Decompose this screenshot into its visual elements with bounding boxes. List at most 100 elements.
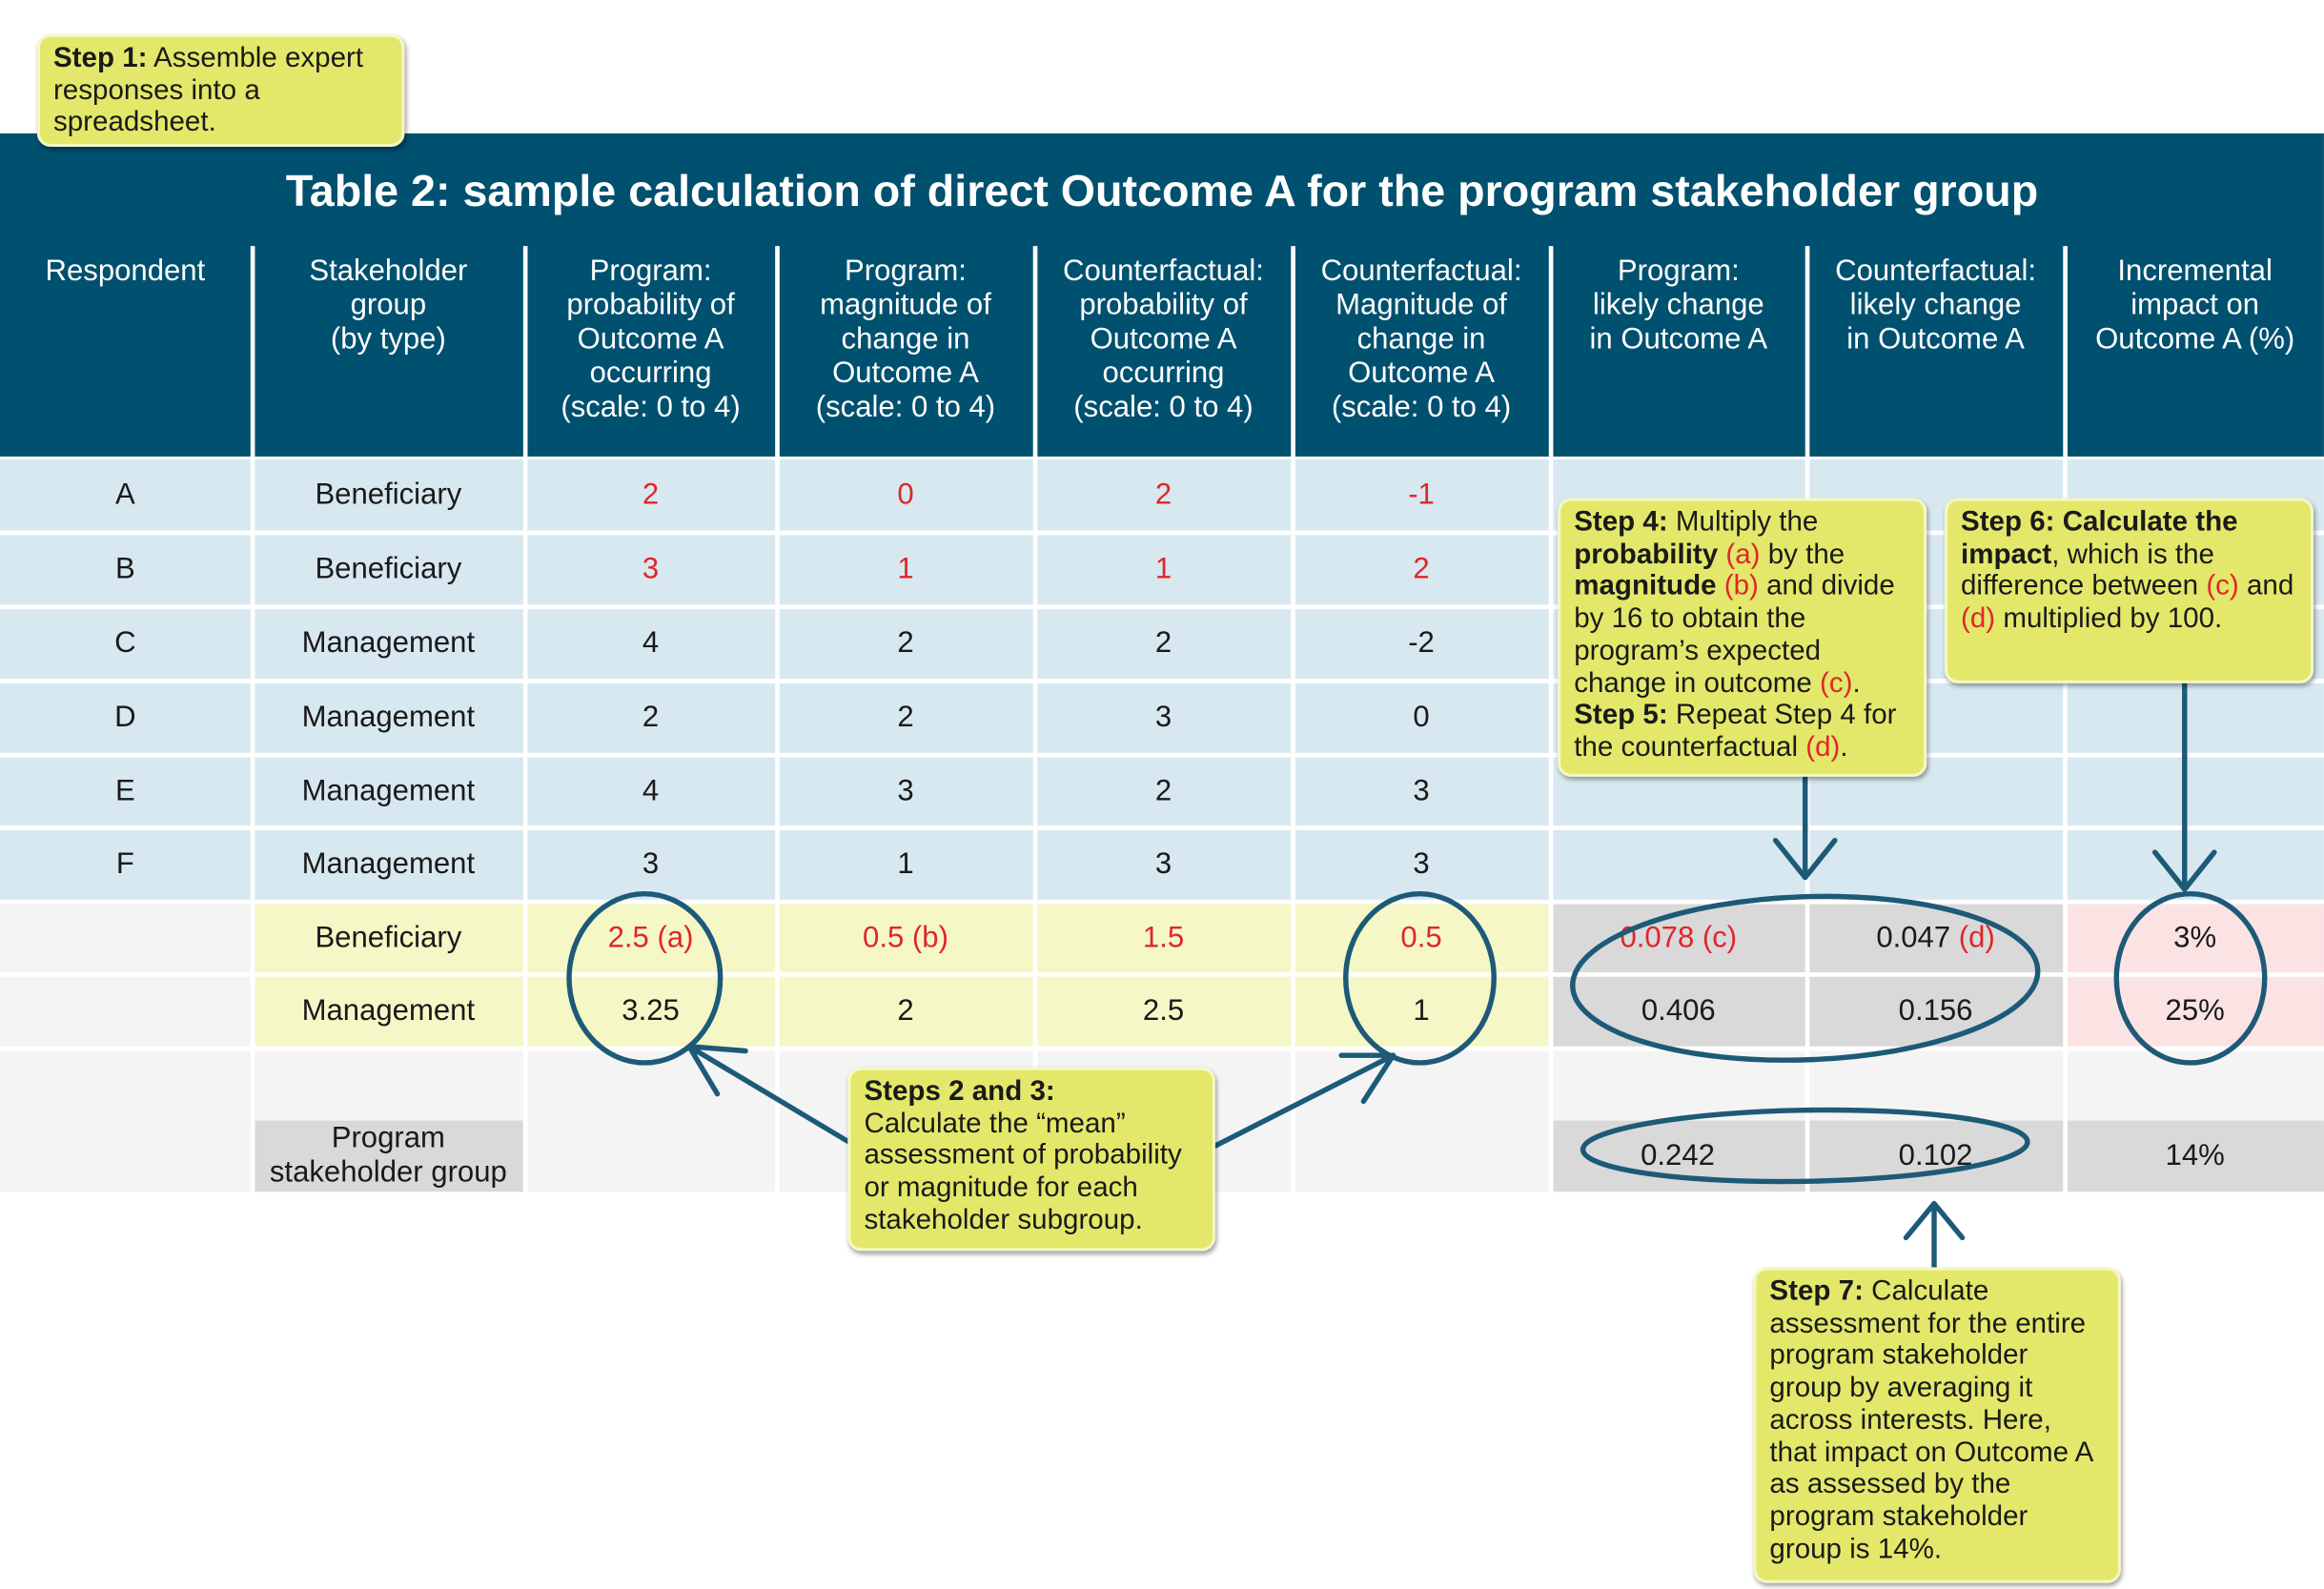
body-divider bbox=[775, 456, 780, 1193]
row-band-E bbox=[0, 756, 2324, 827]
table-title: Table 2: sample calculation of direct Ou… bbox=[285, 167, 2039, 217]
table-header-band bbox=[0, 132, 2324, 457]
mean-score-cell: 1 bbox=[1294, 975, 1548, 1047]
body-divider bbox=[1291, 456, 1295, 1193]
row-divider bbox=[0, 899, 2324, 905]
total-impact: 14% bbox=[2165, 1139, 2225, 1173]
mean-score-cell: 0.5 bbox=[1294, 903, 1548, 974]
step1-text: Assemble expert responses into a spreads… bbox=[52, 43, 364, 139]
impact-cell: 25% bbox=[2165, 994, 2225, 1028]
mean-score-cell: 2.5 (a) bbox=[526, 903, 775, 974]
program-change-cell: 0.406 bbox=[1552, 975, 1805, 1047]
callout-step7: Step 7: Calculate assessment for the ent… bbox=[1753, 1267, 2121, 1583]
mean-group-cell: Management bbox=[301, 994, 476, 1028]
header-divider bbox=[1291, 246, 1295, 457]
row-divider bbox=[0, 1046, 2324, 1051]
total-program-change: 0.242 bbox=[1641, 1139, 1715, 1173]
score-cell: 2 bbox=[1154, 626, 1172, 660]
body-divider bbox=[2063, 456, 2068, 1193]
step5-heading: Step 5: bbox=[1574, 700, 1668, 731]
mean-tag: (a) bbox=[648, 922, 694, 955]
row-divider bbox=[0, 752, 2324, 758]
header-divider bbox=[1804, 246, 1810, 457]
score-cell: -1 bbox=[1408, 479, 1435, 512]
arrow-step7-up bbox=[1903, 1200, 1966, 1273]
mean-row-band bbox=[253, 975, 1549, 1047]
row-band-F bbox=[0, 828, 2324, 900]
score-cell: 3 bbox=[642, 847, 660, 881]
total-label-cell: Program stakeholder group bbox=[269, 1122, 507, 1190]
score-cell: 2 bbox=[642, 479, 660, 512]
mean-row-blank bbox=[0, 902, 251, 974]
stakeholder-group-cell: Management bbox=[301, 847, 476, 881]
column-header-4: Counterfactual: probability of Outcome A… bbox=[1063, 255, 1264, 424]
column-header-2: Program: probability of Outcome A occurr… bbox=[561, 255, 741, 424]
header-divider bbox=[1548, 246, 1554, 457]
mean-score-cell: 2 bbox=[778, 975, 1032, 1047]
step1-heading: Step 1: bbox=[52, 43, 148, 74]
step4-heading: Step 4: bbox=[1574, 506, 1668, 539]
score-cell: 4 bbox=[642, 626, 660, 660]
mean-tag: (b) bbox=[904, 922, 948, 955]
stakeholder-group-cell: Beneficiary bbox=[315, 553, 462, 586]
mean-value: 1 bbox=[1413, 994, 1430, 1028]
column-header-6: Program: likely change in Outcome A bbox=[1589, 255, 1768, 357]
column-header-1: Stakeholder group (by type) bbox=[309, 255, 468, 357]
score-cell: 1 bbox=[897, 553, 914, 586]
stakeholder-group-cell: Management bbox=[301, 701, 476, 734]
score-cell: 0 bbox=[1413, 701, 1430, 734]
mean-value: 3.25 bbox=[622, 994, 680, 1028]
row-divider bbox=[0, 679, 2324, 683]
respondent-cell: F bbox=[115, 847, 134, 881]
row-band-B bbox=[0, 533, 2324, 605]
score-cell: 2 bbox=[1154, 775, 1172, 808]
total-label-band bbox=[253, 1120, 523, 1192]
score-cell: 2 bbox=[897, 701, 914, 734]
score-cell: 3 bbox=[642, 553, 660, 586]
row-divider bbox=[0, 604, 2324, 610]
mean-score-cell: 3.25 bbox=[526, 975, 775, 1047]
column-header-5: Counterfactual: Magnitude of change in O… bbox=[1320, 255, 1522, 424]
counterfactual-change-cell: 0.156 bbox=[1808, 975, 2063, 1047]
counterfactual-tag: (d) bbox=[1950, 922, 1995, 955]
mean-value: 0.5 bbox=[1400, 922, 1442, 955]
header-divider bbox=[1032, 246, 1038, 457]
mean-value: 1.5 bbox=[1142, 922, 1185, 955]
score-cell: 2 bbox=[1413, 553, 1430, 586]
callout-step6: Step 6: Calculate the impact, which is t… bbox=[1944, 498, 2314, 683]
body-divider bbox=[1032, 456, 1038, 1193]
score-cell: 4 bbox=[642, 775, 660, 808]
impact-cell: 3% bbox=[2173, 922, 2217, 955]
step7-text: Calculate assessment for the entire prog… bbox=[1769, 1275, 2092, 1565]
program-change-cell: 0.078 (c) bbox=[1552, 903, 1805, 974]
score-cell: 1 bbox=[1154, 553, 1172, 586]
score-cell: -2 bbox=[1408, 626, 1435, 660]
body-divider bbox=[250, 456, 255, 1193]
counterfactual-change-value: 0.047 bbox=[1876, 922, 1951, 955]
respondent-cell: D bbox=[114, 701, 136, 734]
column-header-0: Respondent bbox=[45, 255, 206, 288]
mean-score-cell: 1.5 bbox=[1036, 903, 1291, 974]
callout-step2-3: Steps 2 and 3: Calculate the “mean” asses… bbox=[847, 1067, 1215, 1252]
score-cell: 0 bbox=[897, 479, 914, 512]
body-divider bbox=[522, 456, 528, 1193]
header-divider bbox=[522, 246, 528, 457]
mean-value: 2.5 bbox=[607, 922, 649, 955]
mean-row-blank bbox=[0, 975, 251, 1047]
score-cell: 3 bbox=[1413, 847, 1430, 881]
stakeholder-group-cell: Management bbox=[301, 626, 476, 660]
score-cell: 2 bbox=[1154, 479, 1172, 512]
row-band-A bbox=[0, 459, 2324, 531]
step6-heading: Step 6: Calculate the impact bbox=[1961, 506, 2238, 571]
score-cell: 2 bbox=[642, 701, 660, 734]
row-divider bbox=[0, 972, 2324, 977]
respondent-cell: C bbox=[114, 626, 136, 660]
mean-group-cell: Beneficiary bbox=[315, 922, 462, 955]
score-cell: 2 bbox=[897, 626, 914, 660]
body-divider bbox=[1548, 456, 1554, 1193]
program-change-value: 0.078 (c) bbox=[1620, 922, 1738, 955]
mean-value: 2 bbox=[897, 994, 914, 1028]
respondent-cell: A bbox=[115, 479, 135, 512]
column-header-7: Counterfactual: likely change in Outcome… bbox=[1835, 255, 2037, 357]
